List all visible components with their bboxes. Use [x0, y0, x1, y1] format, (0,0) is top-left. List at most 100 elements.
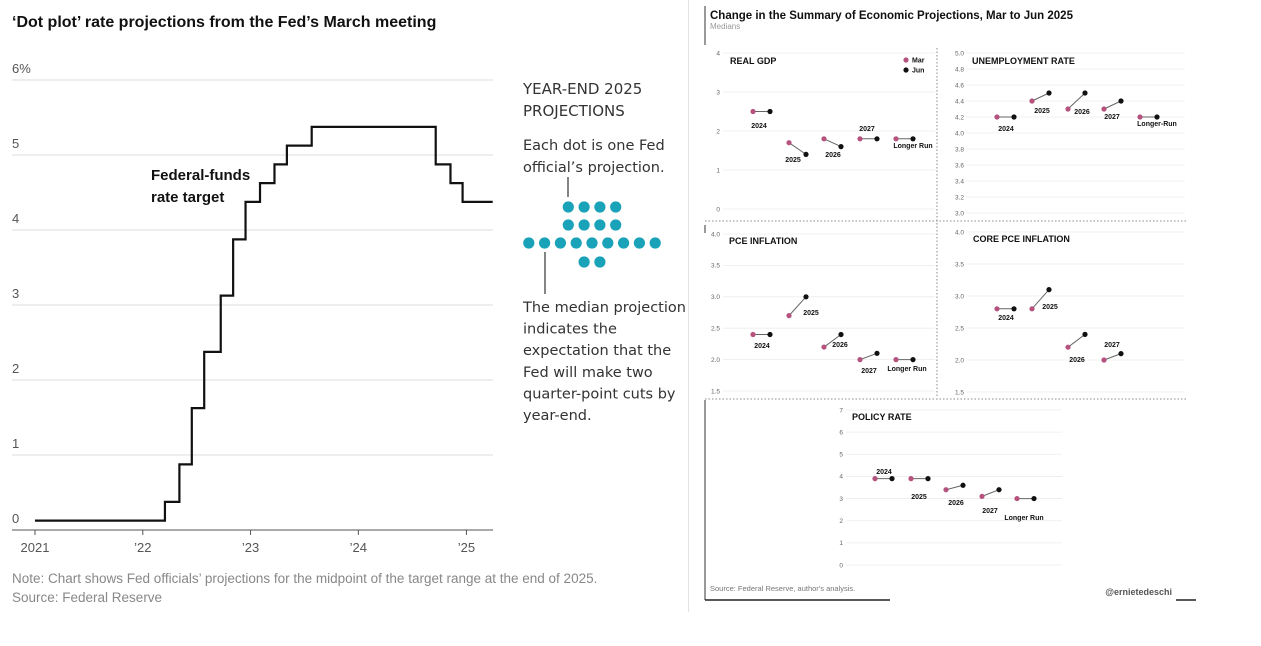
category-label: 2026 — [1069, 357, 1085, 364]
panel-y-tick: 0 — [839, 562, 843, 569]
jun-dot — [889, 476, 895, 482]
jun-dot — [910, 136, 916, 142]
panel-y-tick: 2.0 — [711, 357, 720, 364]
panel-y-tick: 3.2 — [955, 194, 964, 201]
mar-dot — [1137, 114, 1143, 120]
panel-title: UNEMPLOYMENT RATE — [972, 56, 1075, 66]
jun-dot — [874, 350, 880, 356]
mar-dot — [1014, 495, 1020, 502]
projection-dot — [539, 237, 551, 249]
panel-y-tick: 4.0 — [955, 229, 964, 236]
projection-dot — [594, 201, 606, 213]
panel-y-tick: 3.5 — [955, 261, 964, 268]
series-label: rate target — [151, 189, 224, 206]
change-connector — [1031, 289, 1050, 310]
mar-dot — [786, 140, 792, 146]
panel-y-tick: 4.0 — [711, 231, 720, 238]
mar-dot — [1029, 98, 1035, 104]
panel-y-tick: 6 — [839, 429, 843, 436]
annotation-dot-caption: official’s projection. — [523, 160, 665, 176]
mar-dot — [994, 306, 1000, 312]
jun-dot — [767, 108, 773, 115]
y-tick-label: 6% — [12, 61, 31, 76]
mar-dot — [1065, 106, 1071, 112]
category-label: 2024 — [998, 126, 1014, 133]
annotation-heading: PROJECTIONS — [523, 102, 625, 120]
panel-y-tick: 5 — [839, 452, 843, 459]
jun-dot — [1011, 306, 1017, 312]
panel-y-tick: 5.0 — [955, 50, 964, 57]
panel-y-tick: 3 — [716, 89, 720, 96]
projection-annotation: YEAR-END 2025 PROJECTIONS Each dot is one … — [522, 80, 686, 424]
change-connector — [1031, 92, 1050, 102]
mar-dot — [908, 476, 914, 482]
jun-dot — [1046, 90, 1052, 96]
jun-dot — [838, 144, 844, 150]
panel-y-tick: 2.0 — [955, 357, 964, 364]
category-label: 2024 — [751, 123, 767, 130]
mar-dot — [857, 136, 863, 142]
panel-unemployment-rate: 3.0 3.2 3.4 3.6 3.8 4.0 4.2 4.4 4.6 4.8 5.0 UNEMPLO… — [955, 50, 1185, 217]
panel-y-tick: 1 — [839, 540, 843, 547]
step-line-fed-funds — [35, 125, 493, 522]
category-label: 2024 — [876, 469, 892, 476]
category-label: 2027 — [1104, 342, 1120, 349]
panel-real-gdp: 0 1 2 3 4 REAL GDP 2024 2025 2026 2027 Longer Run — [716, 50, 935, 213]
mar-dot — [857, 357, 863, 363]
projection-dot — [610, 201, 622, 213]
panel-y-tick: 3.0 — [955, 293, 964, 300]
author-handle: @ernietedeschi — [1105, 587, 1172, 597]
category-label: 2027 — [1104, 114, 1120, 121]
mar-dot — [1065, 344, 1071, 350]
category-label: 2027 — [861, 368, 877, 375]
left-chart-note: Note: Chart shows Fed officials’ project… — [12, 569, 597, 607]
category-label: 2027 — [859, 126, 875, 133]
panel-y-tick: 4.0 — [955, 130, 964, 137]
jun-dot — [1011, 114, 1017, 120]
category-label: 2026 — [825, 152, 841, 159]
annotation-heading: YEAR-END 2025 — [522, 80, 642, 98]
panel-y-tick: 2 — [839, 518, 843, 525]
jun-dot — [925, 476, 931, 482]
panel-title: CORE PCE INFLATION — [973, 234, 1070, 244]
jun-dot — [1118, 98, 1124, 104]
projection-dot — [578, 201, 590, 213]
panel-y-tick: 7 — [839, 407, 843, 414]
panel-y-tick: 2.5 — [711, 326, 720, 333]
panel-y-tick: 4.6 — [955, 82, 964, 89]
projection-dot — [554, 237, 567, 249]
projection-dot — [633, 237, 646, 249]
projection-dot — [618, 237, 630, 249]
panel-core-pce-inflation: 1.5 2.0 2.5 3.0 3.5 4.0 CORE PCE INFLATION 2024… — [955, 229, 1185, 396]
jun-dot — [996, 487, 1002, 493]
mar-dot — [786, 313, 792, 319]
legend-label: Jun — [912, 68, 924, 75]
sep-change-panel: Change in the Summary of Economic Projec… — [704, 6, 1196, 601]
panel-y-tick: 3.4 — [955, 178, 964, 185]
panel-policy-rate: 0 1 2 3 4 5 6 7 POLICY RATE 2024 2025 2026 2027 Longe… — [839, 407, 1062, 569]
jun-dot — [910, 357, 916, 363]
category-label: Longer-Run — [1137, 121, 1177, 128]
jun-dot — [1154, 114, 1160, 120]
category-label: Longer Run — [887, 366, 926, 373]
jun-dot — [1082, 331, 1088, 337]
mar-dot — [893, 357, 899, 363]
category-label: 2026 — [832, 342, 848, 349]
x-tick-label: ’23 — [242, 540, 259, 555]
legend-label: Mar — [912, 58, 925, 65]
mar-dot — [1101, 106, 1107, 112]
annotation-median-caption: quarter-point cuts by — [523, 386, 676, 402]
annotation-median-caption: Fed will make two — [523, 365, 653, 381]
panel-y-tick: 3.6 — [955, 162, 964, 169]
panel-y-tick: 1.5 — [711, 388, 720, 395]
x-tick-label: ’22 — [134, 540, 151, 555]
category-label: 2025 — [1042, 304, 1058, 311]
panel-y-tick: 4 — [839, 474, 843, 481]
panel-y-tick: 2.5 — [955, 325, 964, 332]
panel-y-tick: 0 — [716, 206, 720, 213]
x-tick-label: ’25 — [458, 540, 475, 555]
mar-dot — [893, 136, 899, 142]
left-chart-title: ‘Dot plot’ rate projections from the Fed… — [12, 14, 437, 31]
category-label: 2024 — [998, 315, 1014, 322]
source-text: Source: Federal Reserve — [12, 590, 163, 605]
